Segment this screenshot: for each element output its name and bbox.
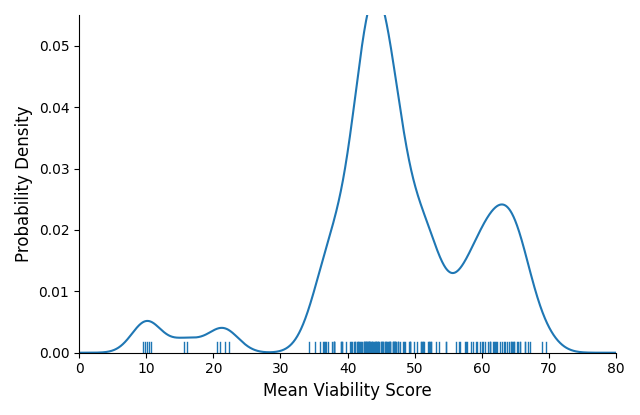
X-axis label: Mean Viability Score: Mean Viability Score: [263, 382, 432, 400]
Y-axis label: Probability Density: Probability Density: [15, 105, 33, 262]
